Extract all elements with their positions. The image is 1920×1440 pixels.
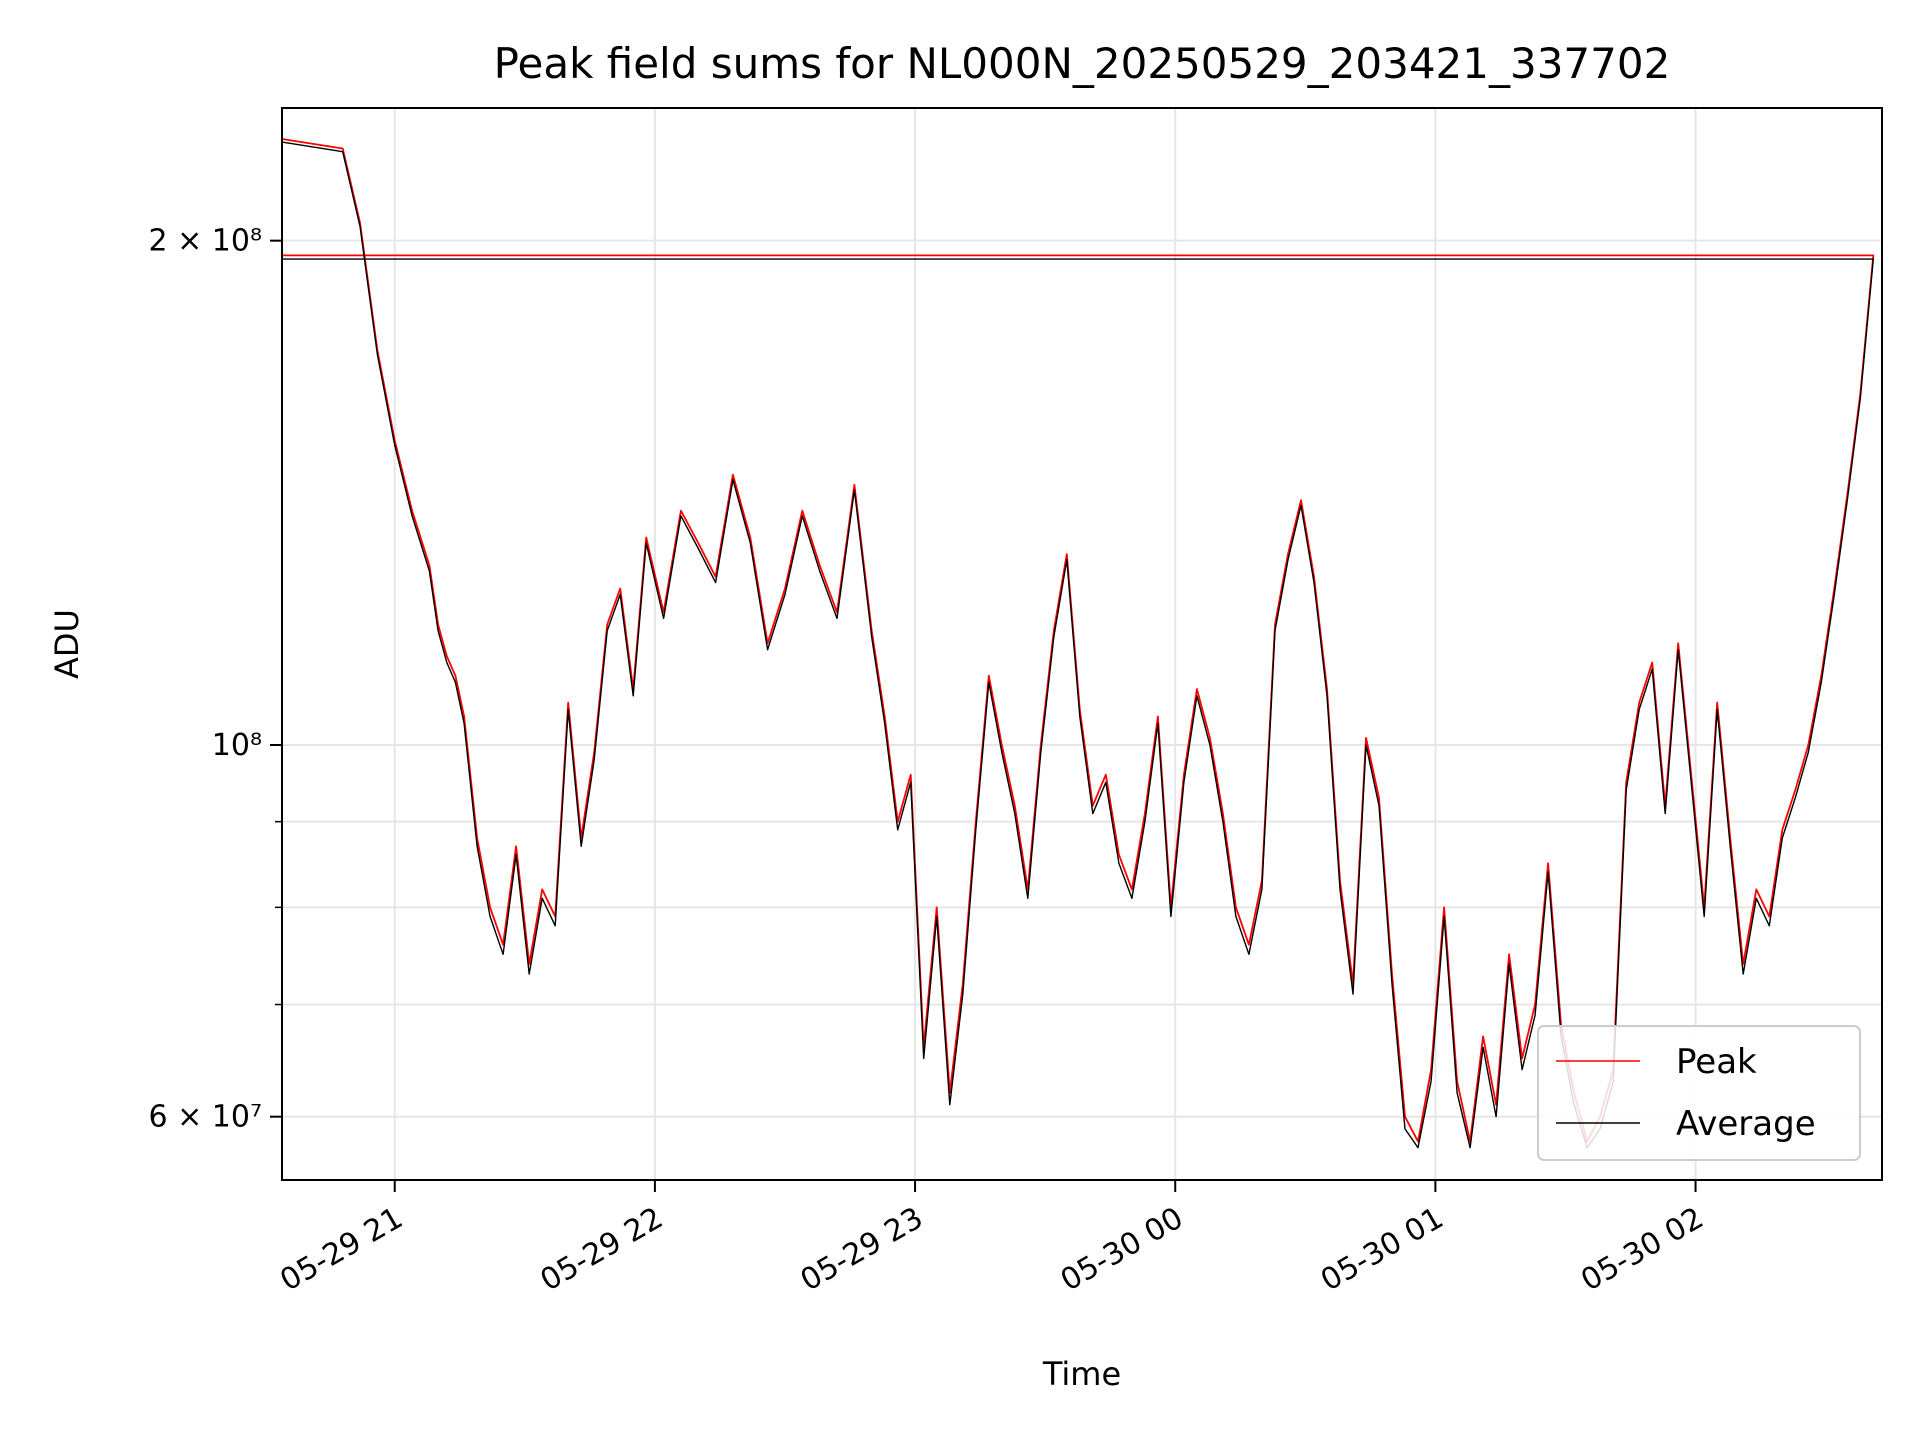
y-axis-label: ADU [48, 609, 86, 679]
legend-label-peak: Peak [1676, 1042, 1757, 1082]
y-tick-label: 6 × 10⁷ [149, 1100, 263, 1135]
x-axis-label: Time [1042, 1355, 1121, 1393]
legend-label-average: Average [1676, 1104, 1816, 1144]
chart-title: Peak field sums for NL000N_20250529_2034… [494, 39, 1671, 88]
legend: Peak Average [1537, 1025, 1861, 1161]
y-tick-label: 2 × 10⁸ [149, 224, 263, 259]
plot-area [281, 107, 1883, 1181]
y-tick-label: 10⁸ [212, 728, 262, 763]
y-axis: 6 × 10⁷ 10⁸ 2 × 10⁸ [149, 224, 282, 1135]
legend-box [1537, 1025, 1861, 1161]
